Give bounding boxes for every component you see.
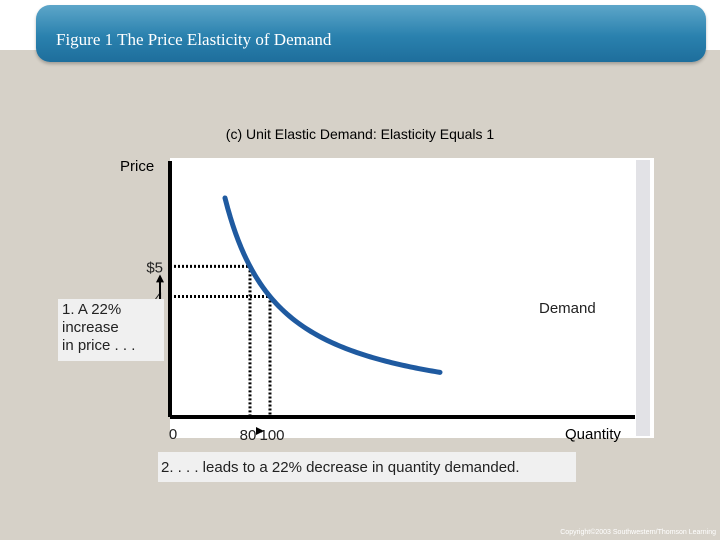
chart-title: (c) Unit Elastic Demand: Elasticity Equa…	[225, 126, 495, 142]
figure-title: Figure 1 The Price Elasticity of Demand	[56, 30, 332, 49]
price-note-line-1: 1. A 22%	[62, 301, 122, 318]
x-axis-label: Quantity	[565, 426, 621, 443]
demand-curve	[222, 195, 443, 375]
price-note-line-3: in price . . .	[62, 337, 136, 354]
price-note-line-2: increase	[62, 319, 119, 336]
demand-series-label: Demand	[539, 300, 596, 317]
y-tick-label-1: $5	[146, 259, 163, 276]
price-change-note: 1. A 22% increase in price . . .	[58, 299, 164, 361]
plot-panel-shadow	[636, 160, 650, 436]
title-banner: Figure 1 The Price Elasticity of Demand	[36, 5, 706, 62]
y-tick-label-2: 4	[155, 290, 163, 307]
x-tick-label-1: 80	[240, 427, 257, 444]
y-axis-label: Price	[120, 158, 155, 175]
quantity-change-note: 2. . . . leads to a 22% decrease in quan…	[158, 452, 576, 482]
x-origin-label: 0	[169, 426, 177, 443]
x-tick-label-2: 100	[259, 427, 284, 444]
copyright-text: Copyright©2003 Southwestern/Thomson Lear…	[560, 529, 716, 536]
